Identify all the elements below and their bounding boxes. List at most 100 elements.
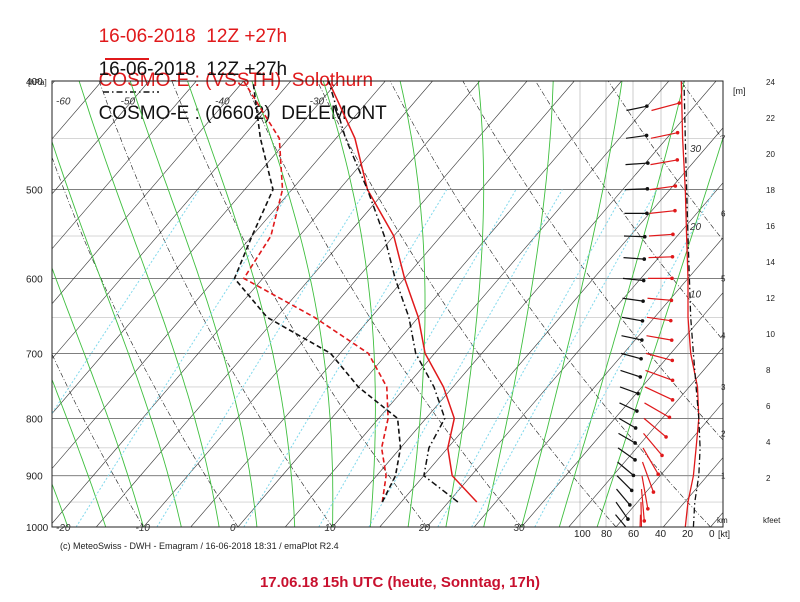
wind-barb — [649, 185, 676, 191]
isotherm-line — [426, 182, 723, 527]
wind-barb-head — [673, 184, 678, 188]
wind-barb — [642, 447, 659, 475]
moist-adiabat-line — [0, 81, 30, 527]
isotherm-line — [52, 81, 433, 524]
moist-adiabat-line — [187, 81, 296, 527]
pressure-tick-label: 700 — [26, 349, 43, 360]
height-tick-label: 3 — [721, 383, 726, 392]
wind-barb — [625, 162, 648, 166]
wind-barb — [625, 134, 647, 139]
wind-barb-head — [640, 338, 644, 342]
dry-adiabat-line — [0, 81, 49, 527]
wind-barb — [650, 159, 678, 166]
kfeet-unit-label: kfeet — [763, 516, 781, 525]
temperature-tick-label: -50 — [121, 97, 136, 108]
isotherm-line — [190, 81, 575, 527]
wind-barb-head — [638, 542, 642, 546]
wind-speed-tick-label: 40 — [655, 529, 667, 540]
mixing-ratio-line — [156, 189, 367, 527]
wind-barb — [623, 235, 645, 238]
isotherm-line — [52, 81, 55, 85]
wind-barb — [620, 369, 641, 378]
wind-barb — [617, 447, 636, 461]
dry-adiabat-line — [171, 81, 428, 527]
wind-barb-head — [646, 161, 650, 165]
wind-barb — [615, 501, 629, 520]
temperature-tick-label: 30 — [514, 523, 526, 534]
dry-adiabat-line — [98, 81, 333, 527]
moist-adiabat-line — [445, 81, 485, 527]
height-unit-label: [m] — [733, 86, 746, 96]
wind-speed-tick-label: 60 — [628, 529, 640, 540]
height-tick-label: 2 — [721, 429, 726, 438]
dry-adiabat-line — [535, 81, 723, 341]
kfeet-tick-label: 24 — [766, 78, 775, 87]
wind-speed-tick-label: 0 — [709, 529, 715, 540]
wind-barb — [650, 132, 678, 139]
temperature-tick-label: -20 — [56, 523, 71, 534]
wind-barb-head — [646, 507, 650, 511]
kfeet-tick-label: 14 — [766, 258, 775, 267]
wind-barb — [651, 102, 680, 112]
wind-barb — [646, 316, 671, 322]
isotherm-line — [615, 402, 723, 527]
mixing-ratio-line — [368, 189, 563, 527]
dry-adiabat-line — [52, 353, 144, 527]
wind-barb — [648, 256, 673, 259]
header-line-2: 16-06-2018 12Z +27h COSMO-E : (06602) DE… — [88, 37, 387, 125]
kfeet-tick-label: 6 — [766, 402, 771, 411]
header-line-2-run: 16-06-2018 12Z +27h — [98, 59, 288, 80]
wind-barb-head — [626, 517, 630, 521]
wind-barb-head — [631, 473, 636, 478]
isotherm-line — [52, 81, 197, 250]
wind-barb-head — [645, 211, 649, 216]
wind-profile-tick-label: 30 — [690, 144, 702, 155]
wind-barb — [647, 297, 672, 301]
wind-unit-label: [kt] — [718, 529, 730, 539]
height-tick-label: 1 — [721, 472, 726, 481]
wind-barb — [616, 488, 631, 506]
height-tick-label: 5 — [721, 274, 726, 283]
wind-barb-head — [642, 519, 647, 523]
wind-barb — [645, 352, 673, 362]
wind-barb-head — [645, 104, 649, 108]
header-line-2-legend-dashdot — [102, 91, 159, 93]
wind-barb-head — [678, 70, 682, 74]
wind-barb — [619, 386, 639, 395]
isotherm-line — [285, 81, 670, 527]
wind-barb — [644, 386, 673, 401]
wind-barb-head — [667, 415, 672, 420]
wind-profile-tick-label: 20 — [689, 222, 702, 233]
dewpoint-profile-delemont — [233, 81, 402, 503]
wind-barb — [646, 335, 672, 341]
mixing-ratio-line — [534, 189, 716, 527]
wind-barb — [622, 297, 644, 302]
temperature-tick-label: 20 — [418, 523, 431, 534]
moist-adiabat-line — [52, 378, 107, 527]
kfeet-tick-label: 2 — [766, 474, 771, 483]
wind-barb — [643, 417, 667, 438]
kfeet-tick-label: 4 — [766, 438, 771, 447]
wind-barb-head — [670, 276, 674, 281]
height-tick-label: 7 — [721, 134, 726, 143]
isotherm-line — [568, 347, 723, 527]
wind-barb-head — [669, 298, 674, 303]
height-tick-label: 6 — [721, 209, 726, 218]
isotherm-line — [143, 81, 528, 527]
header-line-1-legend-solid — [104, 57, 149, 60]
isotherm-line — [96, 81, 481, 527]
wind-barb — [617, 461, 634, 476]
moist-adiabat-line — [322, 81, 376, 527]
isotherm-line — [52, 81, 339, 415]
moist-adiabat-line — [52, 266, 144, 527]
dry-adiabat-line — [52, 156, 239, 527]
wind-barb-head — [664, 435, 668, 439]
wind-barb-head — [642, 234, 647, 239]
moist-adiabat-line — [52, 140, 182, 527]
wind-barb-head — [635, 409, 639, 413]
wind-barb-head — [640, 532, 644, 536]
wind-barb-head — [633, 458, 637, 462]
isotherm-line — [332, 81, 717, 527]
wind-barb-head — [671, 232, 675, 237]
